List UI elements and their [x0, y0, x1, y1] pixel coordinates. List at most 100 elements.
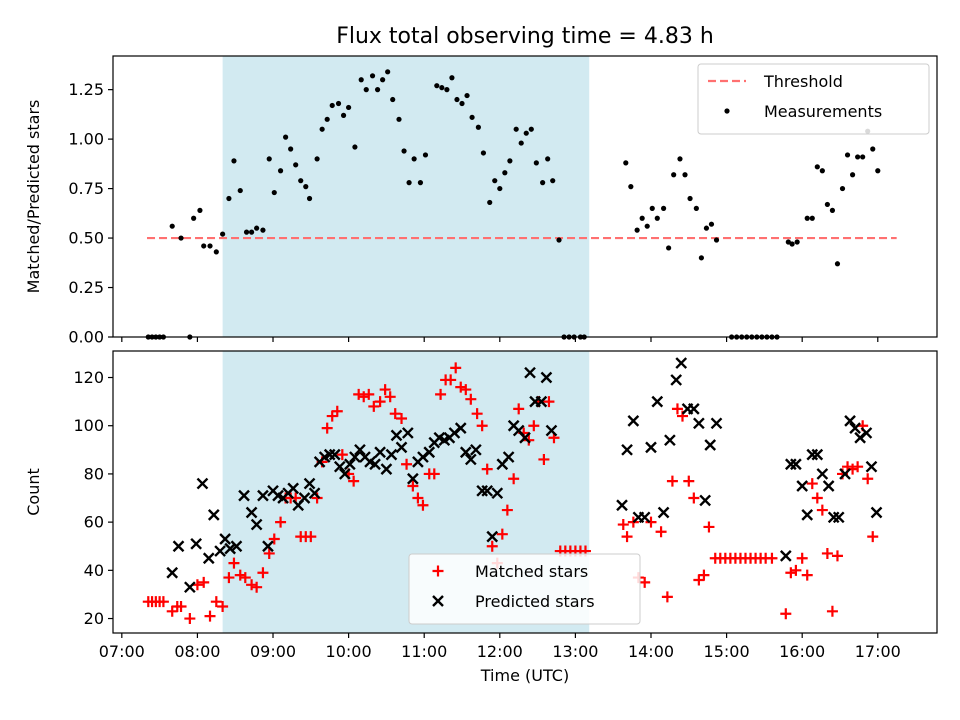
data-point — [816, 504, 828, 516]
data-point — [540, 180, 546, 186]
data-point — [713, 237, 720, 243]
data-point — [550, 178, 556, 184]
data-point — [234, 569, 246, 581]
data-point — [363, 388, 375, 400]
data-point — [639, 576, 651, 588]
data-point — [380, 463, 393, 475]
data-point — [401, 458, 413, 470]
data-point — [454, 422, 467, 434]
data-point — [654, 215, 660, 221]
data-point — [502, 451, 515, 463]
data-point — [519, 431, 531, 444]
data-point — [213, 249, 219, 255]
data-point — [396, 116, 402, 122]
data-point — [804, 215, 810, 221]
data-point — [268, 533, 280, 545]
x-tick-label: 07:00 — [99, 642, 145, 661]
data-point — [369, 458, 381, 471]
data-point — [698, 569, 710, 581]
data-point — [385, 448, 398, 461]
data-point — [801, 569, 813, 581]
legend-label: Measurements — [764, 102, 882, 121]
data-point — [545, 424, 558, 437]
y-axis-label: Matched/Predicted stars — [24, 100, 43, 294]
data-point — [245, 506, 258, 519]
data-point — [326, 410, 338, 422]
data-point — [661, 591, 673, 603]
data-point — [175, 600, 187, 612]
axes-frame — [112, 350, 938, 634]
data-point — [246, 579, 258, 591]
data-point — [385, 69, 391, 75]
data-point — [634, 227, 640, 233]
data-point — [321, 422, 333, 434]
data-point — [224, 542, 237, 555]
y-tick-label: 0.75 — [68, 179, 104, 198]
data-point — [230, 540, 243, 553]
data-point — [806, 478, 818, 490]
data-point — [657, 506, 670, 519]
y-tick-label: 40 — [84, 561, 104, 580]
data-point — [476, 420, 488, 432]
x-tick-label: 15:00 — [704, 642, 750, 661]
data-point — [811, 492, 823, 504]
count-axes: 07:00 08:00 09:00 10:00 11:00 12:00 13:00 14:00… — [24, 350, 938, 685]
data-point — [849, 172, 856, 178]
data-point — [238, 489, 250, 502]
data-point — [445, 374, 457, 386]
data-point — [263, 547, 275, 559]
data-point — [169, 223, 175, 229]
data-point — [811, 448, 824, 461]
data-point — [703, 225, 710, 231]
data-point — [237, 187, 243, 194]
data-point — [491, 487, 504, 500]
data-point — [481, 484, 494, 497]
data-point — [407, 480, 419, 492]
data-point — [157, 596, 169, 608]
data-point — [796, 552, 808, 564]
data-point — [363, 87, 369, 93]
legend-box — [697, 63, 930, 135]
data-point — [439, 85, 445, 91]
y-axis-label: Count — [24, 468, 43, 516]
data-point — [207, 243, 213, 249]
data-point — [198, 576, 210, 588]
data-point — [271, 189, 277, 196]
data-point — [839, 468, 851, 480]
data-point — [664, 434, 676, 447]
data-point — [693, 574, 705, 586]
data-point — [324, 116, 330, 122]
data-point — [396, 412, 408, 424]
data-point — [487, 199, 493, 206]
data-point — [660, 205, 667, 211]
y-tick-label: 1.00 — [68, 130, 104, 149]
data-point — [649, 205, 655, 211]
data-point — [617, 519, 629, 531]
data-point — [644, 223, 650, 229]
data-point — [508, 473, 520, 485]
data-point — [380, 77, 386, 83]
data-point — [766, 552, 778, 564]
data-point — [513, 403, 525, 415]
data-point — [384, 391, 396, 403]
data-point — [870, 506, 883, 519]
y-tick-label: 120 — [73, 368, 104, 387]
x-tick-label: 16:00 — [779, 642, 825, 661]
data-point — [464, 453, 477, 466]
data-point — [287, 482, 300, 495]
data-point — [538, 453, 550, 465]
data-point — [358, 77, 364, 83]
data-point — [518, 140, 524, 146]
data-point — [708, 221, 715, 227]
data-point — [379, 384, 391, 396]
x-tick-label: 08:00 — [174, 642, 220, 661]
data-point — [308, 487, 321, 500]
data-point — [796, 480, 809, 492]
data-point — [407, 472, 419, 485]
data-point — [464, 92, 470, 99]
data-point — [303, 184, 309, 190]
data-point — [703, 521, 715, 533]
data-point — [340, 112, 347, 118]
data-point — [243, 229, 250, 235]
data-point — [454, 96, 460, 103]
